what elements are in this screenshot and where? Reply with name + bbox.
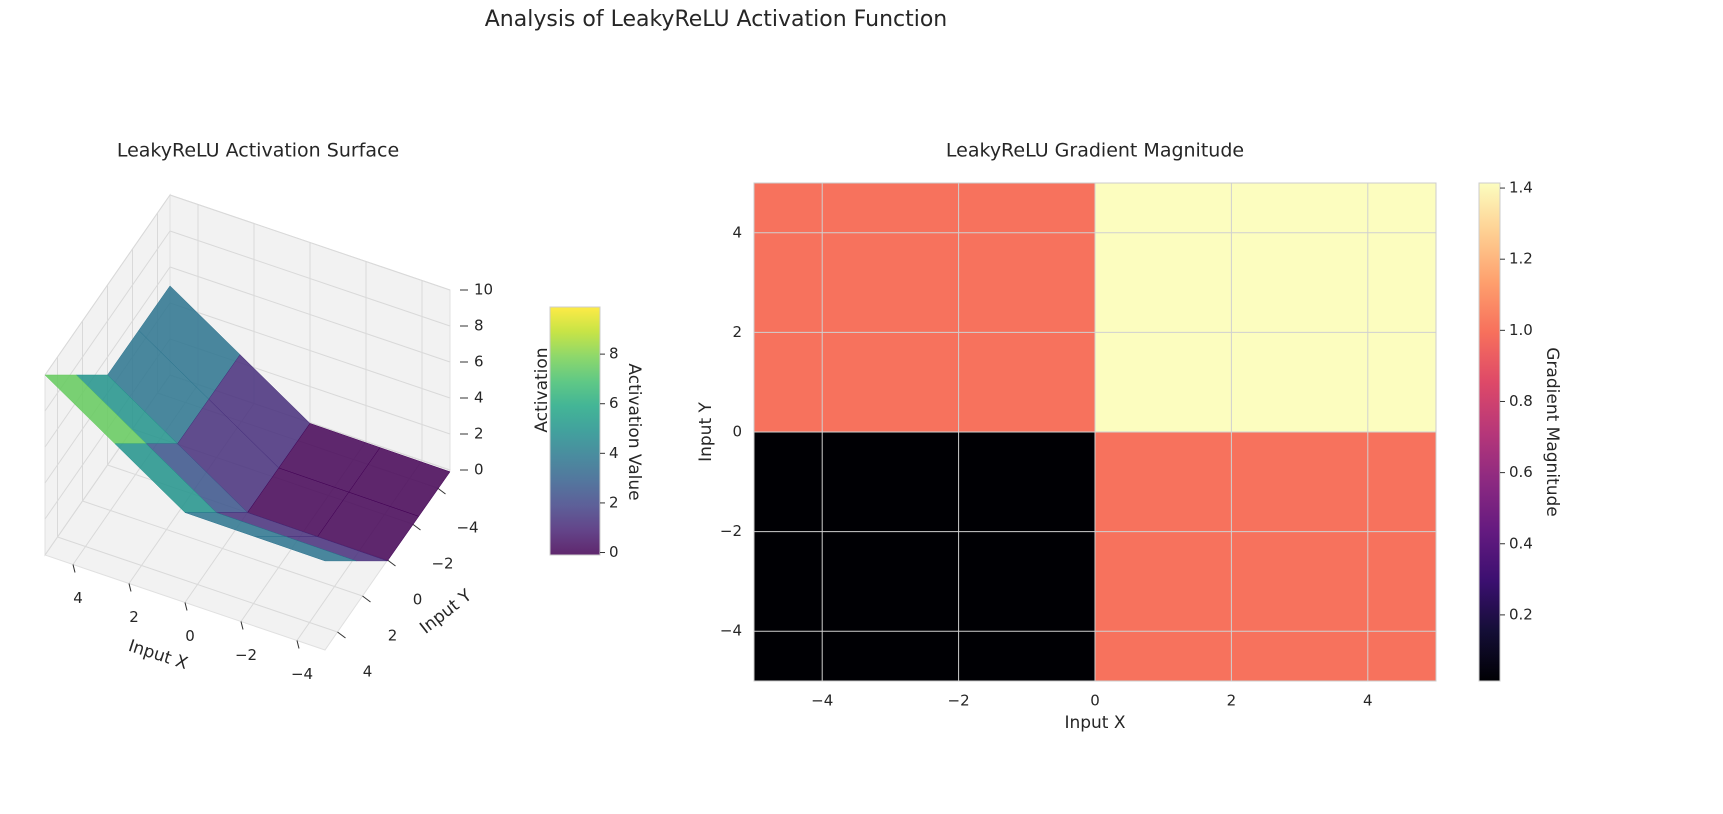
grid-line <box>44 194 171 376</box>
colorbar-label: Gradient Magnitude <box>1542 347 1562 516</box>
z-axis-label: Activation <box>532 347 552 432</box>
grid-line <box>82 500 363 597</box>
z-tick-label: 2 <box>474 425 484 443</box>
z-tick-label: 0 <box>474 461 484 479</box>
colorbar-tick-label: 1.4 <box>1509 179 1533 197</box>
z-tick-label: 4 <box>474 389 484 407</box>
grid-line <box>44 266 171 448</box>
x-tick-label: 4 <box>1363 692 1373 710</box>
grid-line <box>169 302 451 399</box>
y-axis-label: Input Y <box>696 401 716 461</box>
z-tick-label: 8 <box>474 317 484 335</box>
y-tick-label: −4 <box>456 519 478 537</box>
y-tick <box>337 631 346 639</box>
colorbar-tick-label: 2 <box>609 493 619 511</box>
colorbar-tick-label: 0.4 <box>1509 534 1533 552</box>
y-axis-label: Input Y <box>416 585 476 638</box>
grid-line <box>169 194 451 291</box>
colorbar-tick-label: 8 <box>609 345 619 363</box>
z-tick-label: 10 <box>474 281 493 299</box>
colorbar-tick-label: 0.2 <box>1509 605 1533 623</box>
x-tick <box>184 602 188 611</box>
colorbar-tick-label: 1.2 <box>1509 250 1533 268</box>
colorbar <box>1478 182 1501 682</box>
subplot-title: LeakyReLU Gradient Magnitude <box>946 140 1244 162</box>
grid-line <box>169 266 451 363</box>
colorbar-tick-label: 1.0 <box>1509 321 1533 339</box>
x-tick-label: 0 <box>185 627 195 645</box>
colorbar-label: Activation Value <box>624 363 644 500</box>
x-tick <box>296 640 300 649</box>
y-tick-label: 0 <box>413 591 423 609</box>
grid-line <box>57 536 338 633</box>
figure-title: Analysis of LeakyReLU Activation Functio… <box>485 7 948 32</box>
x-tick-label: 2 <box>1227 692 1237 710</box>
colorbar-tick-label: 0.8 <box>1509 392 1533 410</box>
x-tick-label: 2 <box>129 608 139 626</box>
colorbar-tick-label: 0.6 <box>1509 463 1533 481</box>
y-tick-label: −4 <box>720 622 742 640</box>
surface-facet <box>254 536 357 562</box>
colorbar-tick-label: 6 <box>609 394 619 412</box>
heatmap-cell <box>1095 183 1436 432</box>
x-tick-label: −2 <box>235 646 257 664</box>
y-tick <box>362 595 371 603</box>
heatmap-cell <box>754 432 1095 681</box>
heatmap-cell <box>1095 432 1436 681</box>
heatmap-cell <box>754 183 1095 432</box>
y-tick <box>412 523 421 531</box>
colorbar <box>549 306 601 556</box>
subplot-title: LeakyReLU Activation Surface <box>117 140 399 162</box>
y-tick-label: −2 <box>720 522 742 540</box>
x-axis-label: Input X <box>126 636 191 674</box>
y-tick-label: 4 <box>732 223 742 241</box>
y-tick-label: 0 <box>732 423 742 441</box>
y-tick <box>437 487 446 495</box>
y-tick <box>387 559 396 567</box>
colorbar-tick-label: 0 <box>609 543 619 561</box>
x-axis-label: Input X <box>1064 713 1125 733</box>
grid-line <box>169 230 451 327</box>
x-tick <box>72 564 76 573</box>
y-tick-label: 2 <box>732 323 742 341</box>
plot-frame <box>753 182 1437 682</box>
x-tick-label: 0 <box>1090 692 1100 710</box>
x-tick-label: −4 <box>291 665 313 683</box>
x-tick <box>240 621 244 630</box>
colorbar-tick-label: 4 <box>609 444 619 462</box>
x-tick-label: −2 <box>948 692 970 710</box>
y-tick-label: 2 <box>388 627 398 645</box>
y-tick-label: −2 <box>431 555 453 573</box>
x-tick <box>128 583 132 592</box>
z-tick-label: 6 <box>474 353 484 371</box>
y-tick-label: 4 <box>363 663 373 681</box>
x-tick-label: −4 <box>811 692 833 710</box>
x-tick-label: 4 <box>73 589 83 607</box>
